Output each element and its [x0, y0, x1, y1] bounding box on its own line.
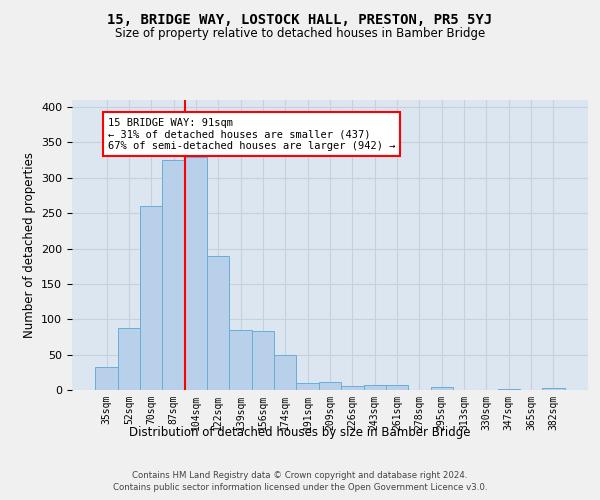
- Y-axis label: Number of detached properties: Number of detached properties: [23, 152, 35, 338]
- Bar: [542, 388, 565, 390]
- Bar: [319, 382, 341, 390]
- Bar: [364, 385, 386, 390]
- Bar: [274, 354, 296, 390]
- Bar: [95, 366, 118, 390]
- Text: Size of property relative to detached houses in Bamber Bridge: Size of property relative to detached ho…: [115, 28, 485, 40]
- Bar: [163, 160, 185, 390]
- Bar: [431, 387, 453, 390]
- Text: 15 BRIDGE WAY: 91sqm
← 31% of detached houses are smaller (437)
67% of semi-deta: 15 BRIDGE WAY: 91sqm ← 31% of detached h…: [108, 118, 395, 151]
- Bar: [207, 256, 229, 390]
- Bar: [386, 385, 408, 390]
- Bar: [140, 206, 163, 390]
- Bar: [185, 156, 207, 390]
- Text: Contains HM Land Registry data © Crown copyright and database right 2024.: Contains HM Land Registry data © Crown c…: [132, 470, 468, 480]
- Bar: [341, 386, 364, 390]
- Text: Contains public sector information licensed under the Open Government Licence v3: Contains public sector information licen…: [113, 483, 487, 492]
- Text: Distribution of detached houses by size in Bamber Bridge: Distribution of detached houses by size …: [129, 426, 471, 439]
- Bar: [118, 328, 140, 390]
- Bar: [252, 332, 274, 390]
- Bar: [296, 383, 319, 390]
- Text: 15, BRIDGE WAY, LOSTOCK HALL, PRESTON, PR5 5YJ: 15, BRIDGE WAY, LOSTOCK HALL, PRESTON, P…: [107, 12, 493, 26]
- Bar: [229, 330, 252, 390]
- Bar: [497, 388, 520, 390]
